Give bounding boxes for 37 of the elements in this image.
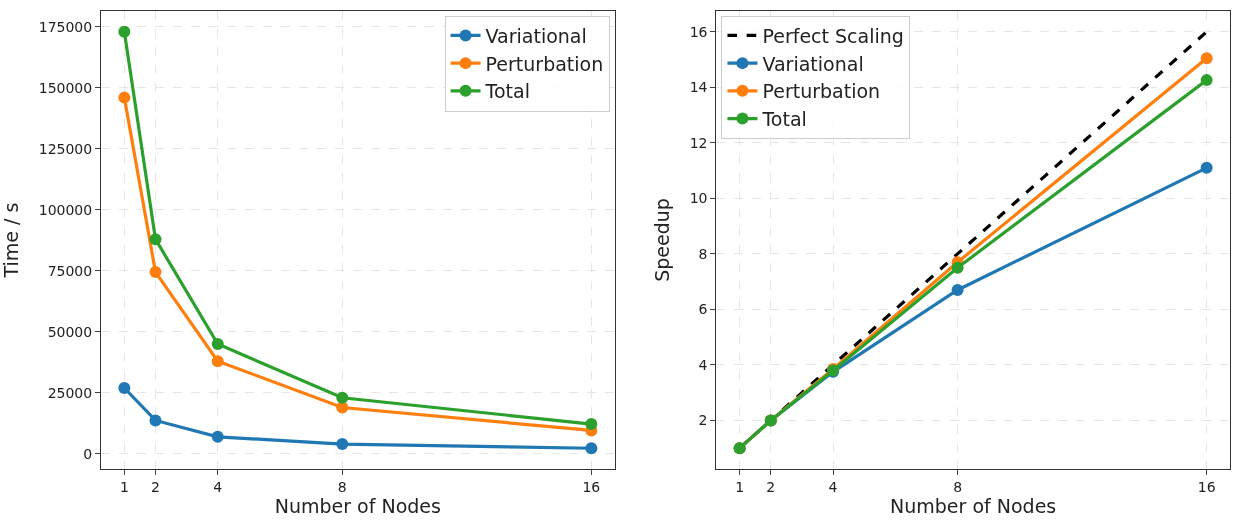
legend-label: Perturbation bbox=[762, 80, 881, 103]
x-tick-label: 1 bbox=[735, 478, 745, 495]
x-tick-label: 16 bbox=[1197, 478, 1216, 495]
x-tick-label: 2 bbox=[151, 478, 160, 495]
y-tick-label: 75000 bbox=[47, 262, 93, 279]
y-tick-label: 25000 bbox=[47, 384, 93, 401]
y-tick-label: 14 bbox=[689, 79, 708, 96]
legend-label: Perfect Scaling bbox=[762, 24, 904, 47]
x-tick-label: 4 bbox=[213, 478, 223, 495]
legend-label: Variational bbox=[762, 52, 864, 75]
x-tick-label: 4 bbox=[828, 478, 838, 495]
legend-label: Variational bbox=[485, 24, 587, 47]
y-tick-label: 2 bbox=[698, 412, 708, 429]
y-tick-label: 100000 bbox=[38, 201, 93, 218]
y-tick-label: 150000 bbox=[38, 79, 93, 96]
x-tick-label: 2 bbox=[766, 478, 776, 495]
y-axis-title: Speedup bbox=[650, 198, 673, 282]
legend-label: Perturbation bbox=[485, 52, 604, 75]
y-tick-label: 175000 bbox=[38, 18, 93, 35]
x-tick-label: 8 bbox=[337, 478, 347, 495]
legend-label: Total bbox=[761, 107, 807, 130]
y-tick-label: 16 bbox=[689, 23, 708, 40]
y-tick-label: 0 bbox=[83, 445, 93, 462]
y-tick-label: 10 bbox=[689, 190, 708, 207]
y-tick-label: 50000 bbox=[47, 323, 93, 340]
y-axis-title: Time / s bbox=[0, 202, 22, 279]
x-axis-title: Number of Nodes bbox=[890, 494, 1057, 517]
x-tick-label: 8 bbox=[953, 478, 963, 495]
x-tick-label: 16 bbox=[582, 478, 601, 495]
y-tick-label: 8 bbox=[698, 245, 708, 262]
y-tick-label: 12 bbox=[689, 134, 708, 151]
y-tick-label: 125000 bbox=[38, 140, 93, 157]
x-tick-label: 1 bbox=[119, 478, 129, 495]
y-tick-label: 6 bbox=[698, 301, 708, 318]
x-axis-title: Number of Nodes bbox=[274, 494, 441, 517]
legend-label: Total bbox=[484, 80, 530, 103]
y-tick-label: 4 bbox=[698, 356, 708, 373]
